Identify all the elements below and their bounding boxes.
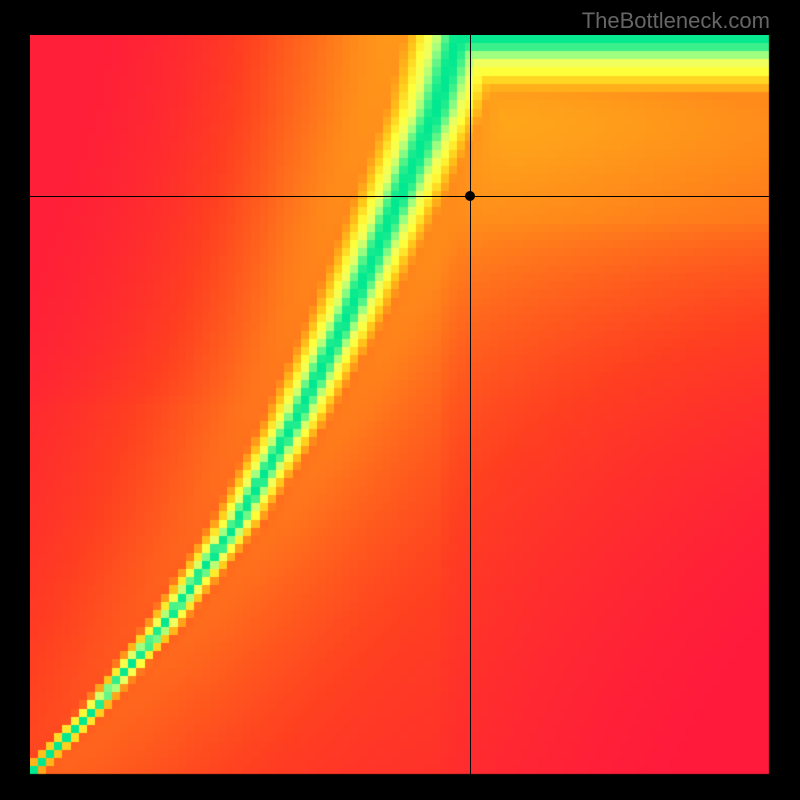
crosshair-vertical <box>470 35 471 775</box>
heatmap-plot-area <box>30 35 770 775</box>
watermark-text: TheBottleneck.com <box>582 8 770 34</box>
bottleneck-marker-point <box>465 191 475 201</box>
crosshair-horizontal <box>30 196 770 197</box>
bottleneck-heatmap <box>30 35 770 775</box>
